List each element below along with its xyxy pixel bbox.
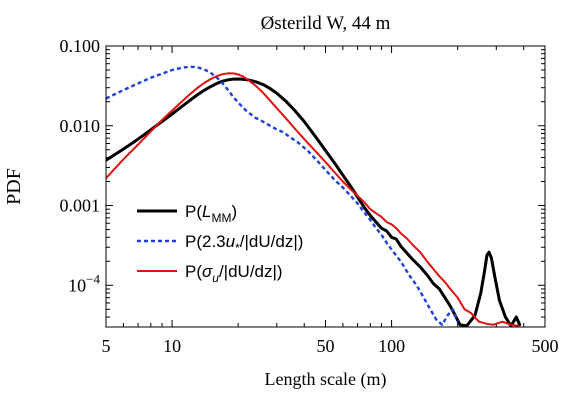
x-tick-label: 50 <box>317 336 335 356</box>
series-line-3 <box>106 72 519 327</box>
series-layer <box>106 65 522 327</box>
y-tick-label: 0.010 <box>60 116 101 136</box>
legend-label-1: P(LMM) <box>185 202 237 225</box>
x-tick-label: 10 <box>163 336 181 356</box>
x-tick-label: 5 <box>102 336 111 356</box>
plot-frame <box>105 45 546 328</box>
y-tick-label: 0.100 <box>60 36 101 56</box>
axis-ticks: 5 10 50 100 500 0.100 0.010 0.001 10−4 <box>60 36 559 356</box>
legend-label-2: P(2.3u*/|dU/dz|) <box>185 232 303 255</box>
x-axis-label: Length scale (m) <box>265 369 387 390</box>
y-axis-label: PDF <box>3 168 25 205</box>
x-tick-label: 100 <box>378 336 405 356</box>
series-line-2 <box>106 65 459 326</box>
y-tick-label: 10−4 <box>68 271 100 295</box>
legend: P(LMM) P(2.3u*/|dU/dz|) P(σu/|dU/dz|) <box>137 202 303 285</box>
x-tick-label: 500 <box>532 336 559 356</box>
series-line-1 <box>106 77 522 327</box>
y-tick-label: 0.001 <box>60 196 101 216</box>
chart-title: Østerild W, 44 m <box>261 13 391 34</box>
legend-label-3: P(σu/|dU/dz|) <box>185 262 283 285</box>
